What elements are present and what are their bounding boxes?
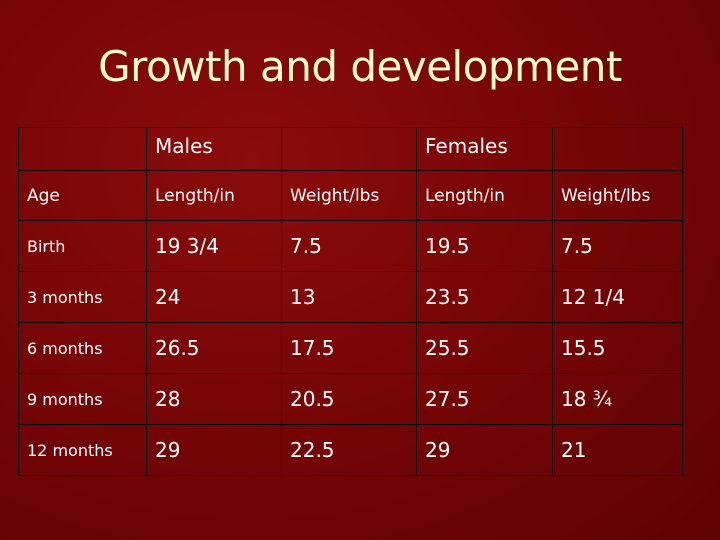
table-row: Birth 19 3/4 7.5 19.5 7.5 — [18, 220, 683, 272]
table-row: 12 months 29 22.5 29 21 — [18, 424, 683, 476]
age-cell: Birth — [18, 220, 147, 272]
group-header-males: Males — [146, 127, 282, 171]
group-header-females: Females — [416, 127, 553, 171]
table-cell: 20.5 — [281, 373, 417, 425]
table-cell: 18 ¾ — [552, 373, 683, 425]
group-header-cell — [281, 127, 417, 171]
group-header-row: Males Females — [18, 127, 683, 171]
table-row: 6 months 26.5 17.5 25.5 15.5 — [18, 322, 683, 374]
table-cell: 7.5 — [281, 220, 417, 272]
table-cell: 7.5 — [552, 220, 683, 272]
growth-table: Males Females Age Length/in Weight/lbs L… — [18, 127, 683, 476]
table-cell: 24 — [146, 271, 282, 323]
group-header-cell — [552, 127, 683, 171]
column-header-male-length: Length/in — [146, 170, 282, 221]
age-cell: 9 months — [18, 373, 147, 425]
column-header-row: Age Length/in Weight/lbs Length/in Weigh… — [18, 170, 683, 221]
column-header-age: Age — [18, 170, 147, 221]
age-cell: 6 months — [18, 322, 147, 374]
table-cell: 15.5 — [552, 322, 683, 374]
table-cell: 13 — [281, 271, 417, 323]
table-cell: 21 — [552, 424, 683, 476]
table-cell: 22.5 — [281, 424, 417, 476]
table-row: 3 months 24 13 23.5 12 1/4 — [18, 271, 683, 323]
column-header-male-weight: Weight/lbs — [281, 170, 417, 221]
slide-title: Growth and development — [98, 42, 622, 91]
table-cell: 27.5 — [416, 373, 553, 425]
age-cell: 3 months — [18, 271, 147, 323]
table-cell: 28 — [146, 373, 282, 425]
table-cell: 19 3/4 — [146, 220, 282, 272]
table-cell: 19.5 — [416, 220, 553, 272]
table-cell: 29 — [416, 424, 553, 476]
table-cell: 12 1/4 — [552, 271, 683, 323]
column-header-female-weight: Weight/lbs — [552, 170, 683, 221]
table-cell: 17.5 — [281, 322, 417, 374]
table-cell: 25.5 — [416, 322, 553, 374]
group-header-cell — [18, 127, 147, 171]
table-cell: 23.5 — [416, 271, 553, 323]
table-cell: 29 — [146, 424, 282, 476]
column-header-female-length: Length/in — [416, 170, 553, 221]
table-row: 9 months 28 20.5 27.5 18 ¾ — [18, 373, 683, 425]
age-cell: 12 months — [18, 424, 147, 476]
table-cell: 26.5 — [146, 322, 282, 374]
